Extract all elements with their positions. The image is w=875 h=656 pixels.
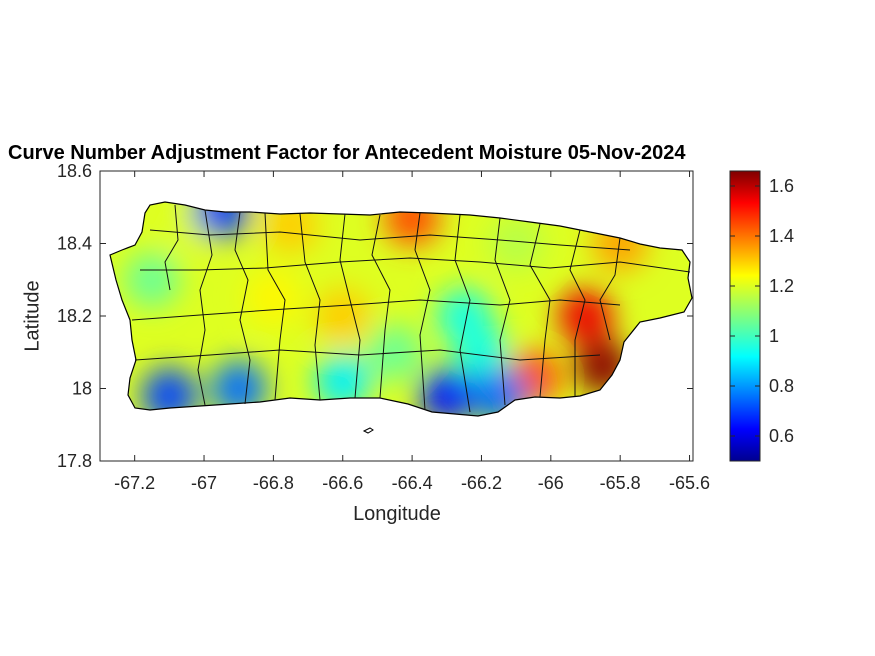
municipality-boundary xyxy=(134,349,601,361)
colorbar xyxy=(729,170,761,462)
heatmap-region xyxy=(418,367,475,416)
heatmap-region xyxy=(141,367,198,416)
heatmap-region xyxy=(314,288,371,344)
heatmap-region xyxy=(557,288,614,344)
municipality-boundary xyxy=(569,229,586,396)
heatmap-region xyxy=(245,269,302,326)
heatmap-region xyxy=(488,215,545,272)
municipality-boundary xyxy=(599,237,621,341)
x-tick-label: -65.8 xyxy=(600,473,641,493)
x-tick-label: -66.6 xyxy=(322,473,363,493)
x-tick-label: -66 xyxy=(538,473,564,493)
y-tick-label: 18.4 xyxy=(57,234,92,254)
colorbar-tick-label: 1.2 xyxy=(769,276,794,296)
y-tick-label: 17.8 xyxy=(57,451,92,471)
heatmap-region xyxy=(366,324,423,381)
island-coastline xyxy=(109,201,693,417)
heatmap-region xyxy=(314,353,371,410)
x-tick-label: -66.4 xyxy=(392,473,433,493)
colorbar-ticks: 0.6 0.8 1 1.2 1.4 1.6 xyxy=(730,176,794,446)
x-tick-label: -67.2 xyxy=(114,473,155,493)
x-tick-label: -65.6 xyxy=(669,473,710,493)
vieques-islet xyxy=(362,427,374,434)
municipality-boundary xyxy=(264,212,286,401)
municipality-boundary xyxy=(371,214,391,399)
chart-title: Curve Number Adjustment Factor for Antec… xyxy=(8,142,686,164)
colorbar-tick-label: 1 xyxy=(769,326,779,346)
municipality-boundary xyxy=(414,212,431,411)
y-tick-label: 18.2 xyxy=(57,306,92,326)
colorbar-tick-label: 1.4 xyxy=(769,226,794,246)
municipality-boundary xyxy=(494,217,511,406)
colorbar-tick-label: 0.6 xyxy=(769,426,794,446)
x-tick-label: -66.8 xyxy=(253,473,294,493)
municipality-boundary xyxy=(131,299,621,321)
municipality-boundary xyxy=(299,213,321,401)
municipality-boundary xyxy=(234,211,251,405)
colorbar-tick-label: 0.8 xyxy=(769,376,794,396)
x-tick-label: -66.2 xyxy=(461,473,502,493)
x-axis-label: Longitude xyxy=(353,503,441,525)
heatmap-region xyxy=(262,202,319,254)
heatmap-region xyxy=(193,202,250,239)
y-axis-ticks: 17.8 18 18.2 18.4 18.6 xyxy=(57,161,693,471)
heatmap-region xyxy=(210,360,267,416)
y-tick-label: 18 xyxy=(72,379,92,399)
municipality-boundaries xyxy=(131,204,691,413)
municipality-boundary xyxy=(339,213,361,399)
municipality-boundary xyxy=(454,214,471,413)
municipality-boundary xyxy=(197,209,213,406)
x-tick-label: -67 xyxy=(191,473,217,493)
heatmap-region xyxy=(453,324,510,381)
colorbar-tick-label: 1.6 xyxy=(769,176,794,196)
municipality-boundary xyxy=(149,229,631,251)
y-tick-label: 18.6 xyxy=(57,161,92,181)
municipality-boundary xyxy=(164,204,179,291)
municipality-boundary xyxy=(140,257,691,273)
x-axis-ticks: -67.2 -67 -66.8 -66.6 -66.4 -66.2 -66 -65.8 -65.… xyxy=(114,171,710,493)
heatmap-region xyxy=(124,251,181,308)
